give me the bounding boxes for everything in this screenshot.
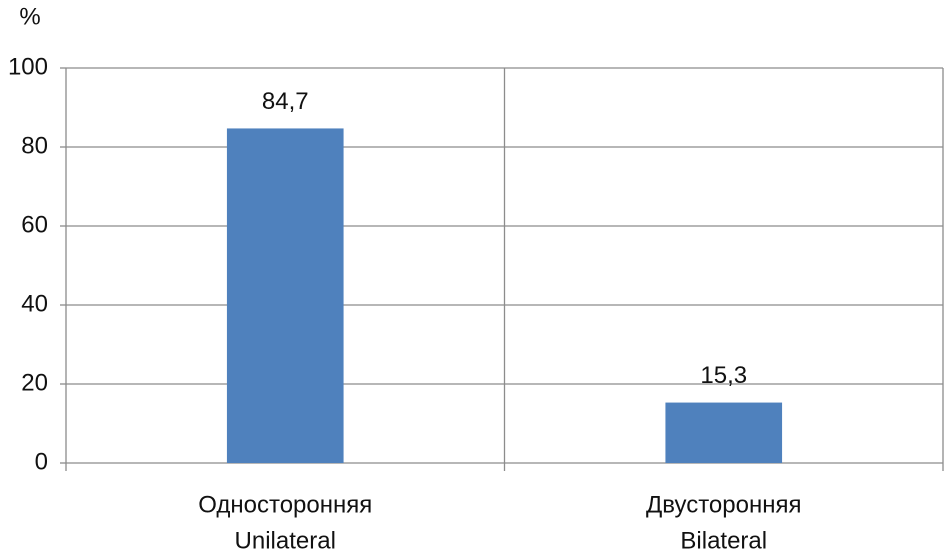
x-tick-label: Односторонняя [198,491,372,518]
x-tick-label: Bilateral [680,527,767,554]
y-tick-label: 40 [21,290,48,317]
x-tick-label: Двусторонняя [646,491,801,518]
y-tick-label: 100 [8,53,48,80]
bar [665,402,783,463]
y-tick-label: 80 [21,132,48,159]
y-tick-label: 20 [21,369,48,396]
value-label: 15,3 [700,362,747,389]
y-tick-label: 60 [21,211,48,238]
y-tick-label: 0 [35,448,48,475]
y-axis-label: % [19,3,40,30]
bar [226,128,344,463]
value-label: 84,7 [262,88,309,115]
x-tick-label: Unilateral [235,527,336,554]
